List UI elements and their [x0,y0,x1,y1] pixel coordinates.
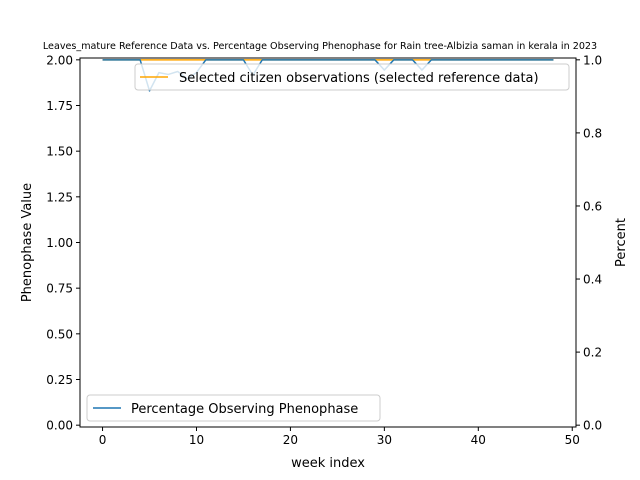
left-y-tick-label: 0.25 [46,373,73,387]
chart-title: Leaves_mature Reference Data vs. Percent… [43,41,597,52]
right-y-tick-label: 0.8 [583,126,602,140]
x-axis-label: week index [291,456,365,471]
right-y-tick-label: 0.4 [583,273,602,287]
legend-reference-label: Selected citizen observations (selected … [179,71,539,86]
legend-percentage: Percentage Observing Phenophase [86,394,381,422]
left-y-tick-label: 0.00 [46,419,73,433]
legend-percentage-box [86,394,381,422]
right-y-axis-label: Percent [614,218,629,267]
left-y-tick-label: 1.75 [46,99,73,113]
left-y-axis-label: Phenophase Value [20,183,35,302]
legend-reference: Selected citizen observations (selected … [134,63,570,91]
x-axis-ticks: 0 10 20 30 40 50 [99,427,580,447]
x-tick-label: 40 [471,433,486,447]
x-tick-label: 0 [99,433,107,447]
left-y-tick-label: 1.00 [46,236,73,250]
left-y-tick-label: 1.25 [46,190,73,204]
x-tick-label: 10 [189,433,204,447]
right-y-tick-label: 1.0 [583,53,602,67]
legend-reference-box [134,63,570,91]
x-tick-label: 20 [283,433,298,447]
left-y-tick-label: 0.75 [46,282,73,296]
legend-percentage-label: Percentage Observing Phenophase [131,402,358,417]
right-y-tick-label: 0.6 [583,199,602,213]
right-y-tick-label: 0.0 [583,419,602,433]
left-y-tick-label: 1.50 [46,145,73,159]
right-y-tick-label: 0.2 [583,346,602,360]
x-tick-label: 30 [377,433,392,447]
left-y-tick-label: 0.50 [46,327,73,341]
x-tick-label: 50 [565,433,580,447]
left-y-tick-label: 2.00 [46,53,73,67]
left-y-axis-ticks: 0.00 0.25 0.50 0.75 1.00 1.25 1.50 1.75 2.00 [46,53,80,433]
right-y-axis-ticks: 0.0 0.2 0.4 0.6 0.8 1.0 [576,53,602,433]
